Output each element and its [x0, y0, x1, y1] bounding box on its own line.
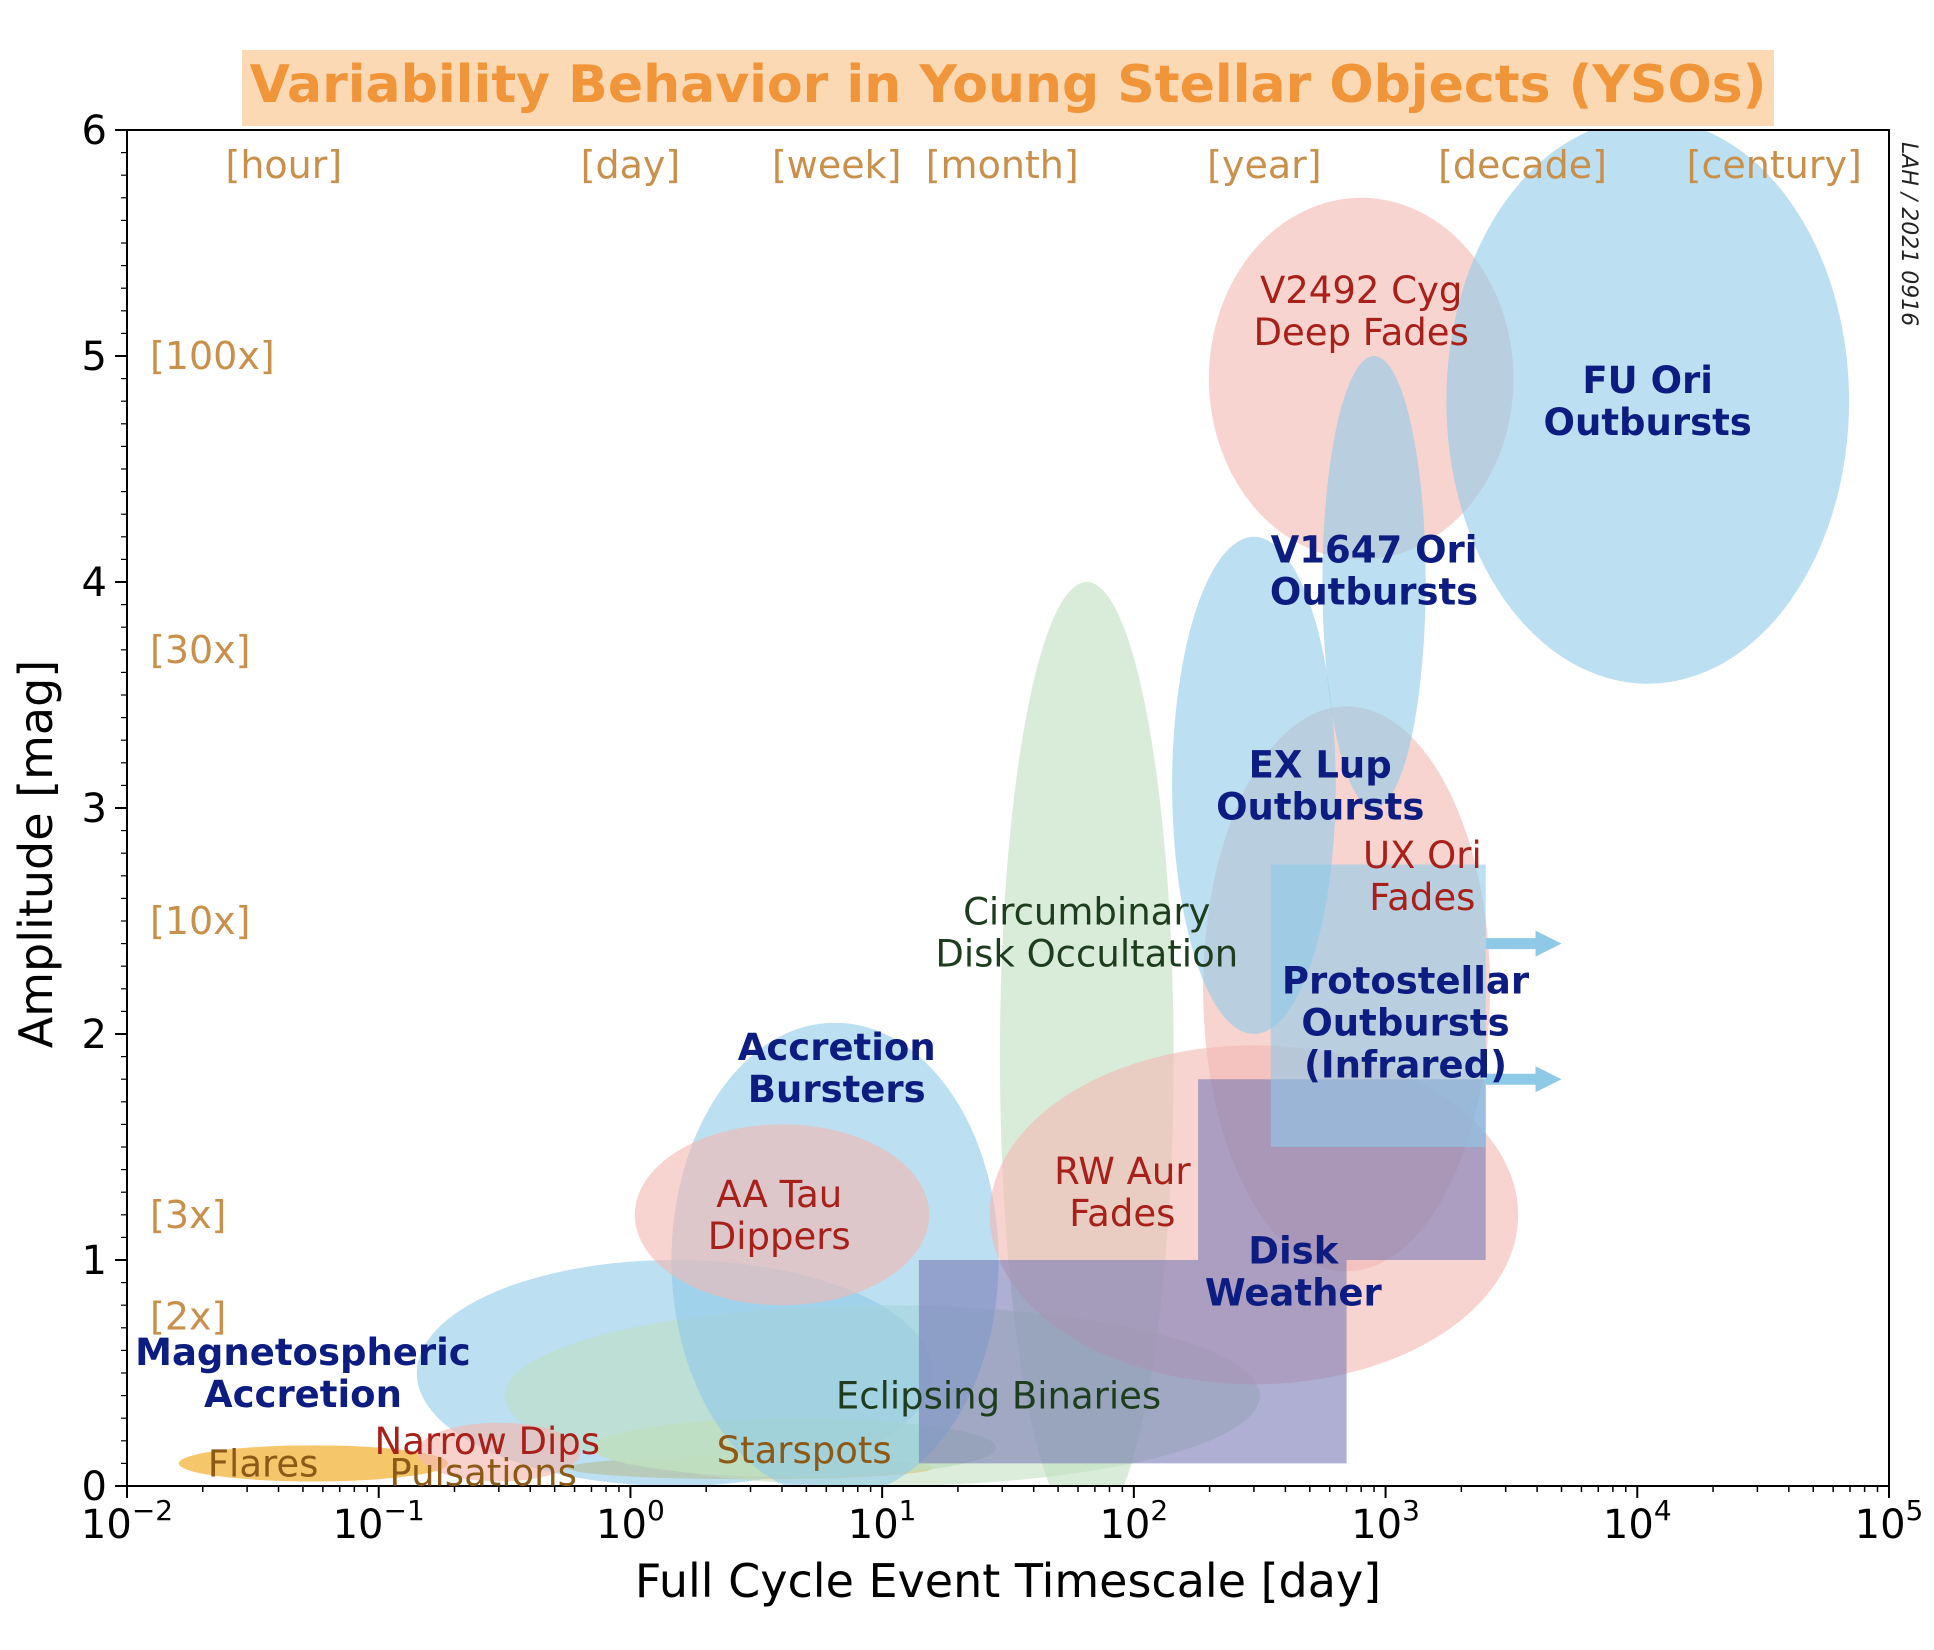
- y-tick-label: 3: [82, 786, 107, 832]
- fu-ori-region: [1446, 130, 1850, 684]
- protostellar-arrow-upper-head: [1535, 930, 1562, 957]
- v1647-region: [1322, 356, 1426, 808]
- y-tick-label: 6: [82, 108, 107, 154]
- time-unit-label: [week]: [772, 143, 902, 187]
- rw-aur-label: RW Aur Fades: [1054, 1150, 1191, 1235]
- protostellar-label: Protostellar Outbursts (Infrared): [1282, 960, 1530, 1087]
- x-tick-label: 10−2: [81, 1494, 173, 1548]
- time-unit-label: [hour]: [226, 143, 343, 187]
- credit-label: LAH / 2021 0916: [1896, 142, 1921, 326]
- y-tick-label: 5: [82, 334, 107, 380]
- chart-title: Variability Behavior in Young Stellar Ob…: [250, 55, 1767, 115]
- time-unit-label: [day]: [581, 143, 681, 187]
- flux-ratio-label: [2x]: [150, 1295, 226, 1339]
- disk-weather-label: Disk Weather: [1205, 1229, 1383, 1314]
- time-unit-label: [month]: [926, 143, 1079, 187]
- x-tick-label: 100: [596, 1494, 665, 1548]
- accretion-bursters-label: Accretion Bursters: [738, 1026, 936, 1111]
- flares-label: Flares: [208, 1442, 319, 1485]
- narrow-dips-label: Narrow Dips: [375, 1420, 601, 1463]
- y-tick-label: 2: [82, 1012, 107, 1058]
- protostellar-arrow-upper: [1485, 930, 1562, 957]
- starspots-label: Starspots: [717, 1429, 892, 1472]
- time-unit-label: [year]: [1207, 143, 1321, 187]
- ux-ori-label: UX Ori Fades: [1363, 834, 1482, 919]
- magnetospheric-label: Magnetospheric Accretion: [135, 1331, 471, 1416]
- x-tick-label: 10−1: [333, 1494, 425, 1548]
- plot-labels: [hour] [day] [week] [month] [year] [decade] [c…: [135, 143, 1862, 1494]
- protostellar-arrow-lower: [1485, 1066, 1562, 1093]
- flux-ratio-label: [30x]: [150, 628, 251, 672]
- disk-weather-region: [918, 1079, 1486, 1464]
- y-tick-label: 0: [82, 1464, 107, 1510]
- v2492-label: V2492 Cyg Deep Fades: [1253, 269, 1468, 354]
- x-axis-label: Full Cycle Event Timescale [day]: [635, 1554, 1381, 1608]
- plot-regions: [178, 130, 1850, 1486]
- v1647-label: V1647 Ori Outbursts: [1270, 529, 1478, 614]
- time-unit-label: [century]: [1687, 143, 1862, 187]
- x-tick-label: 101: [848, 1494, 917, 1548]
- plot-clip-group: [178, 130, 1850, 1486]
- x-tick-label: 102: [1099, 1494, 1168, 1548]
- flux-ratio-label: [100x]: [150, 334, 275, 378]
- flares-region: [178, 1445, 449, 1482]
- ex-lup-label: EX Lup Outbursts: [1216, 743, 1424, 828]
- plot-axes: 10−2 10−1 100 101 102 103 104 105 0 1 2 3 4 5 6: [81, 108, 1923, 1548]
- x-tick-label: 104: [1603, 1494, 1672, 1548]
- aa-tau-label: AA Tau Dippers: [708, 1173, 851, 1258]
- fu-ori-label: FU Ori Outbursts: [1544, 359, 1752, 444]
- y-tick-label: 1: [82, 1238, 107, 1284]
- eclipsing-label: Eclipsing Binaries: [836, 1375, 1161, 1418]
- time-unit-label: [decade]: [1438, 143, 1607, 187]
- flux-ratio-label: [10x]: [150, 899, 251, 943]
- protostellar-region: [1270, 864, 1486, 1147]
- y-tick-label: 4: [82, 560, 107, 606]
- protostellar-arrow-lower-head: [1535, 1066, 1562, 1093]
- flux-ratio-label: [3x]: [150, 1193, 226, 1237]
- x-tick-label: 103: [1351, 1494, 1420, 1548]
- narrow-dips-region: [417, 1422, 581, 1482]
- title-background: [242, 50, 1774, 126]
- circumbinary-label: Circumbinary Disk Occultation: [935, 890, 1238, 975]
- x-tick-label: 105: [1855, 1494, 1924, 1548]
- y-axis-label: Amplitude [mag]: [9, 660, 63, 1048]
- pulsations-label: Pulsations: [389, 1451, 577, 1494]
- aa-tau-dippers-region: [634, 1124, 930, 1306]
